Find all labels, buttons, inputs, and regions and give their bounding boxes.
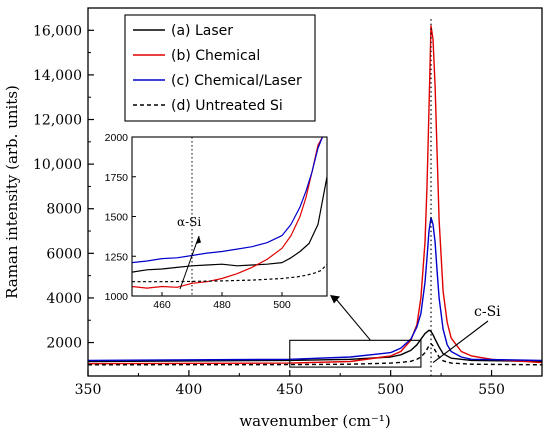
inset-series-line-c-chemical-laser	[132, 137, 324, 264]
alpha-si-arrowhead	[195, 236, 201, 244]
c-si-arrow-line	[432, 320, 489, 364]
series-line-b-chemical	[88, 25, 542, 365]
main-plot-annotations: c-Si	[289, 19, 501, 376]
y-tick-label: 12,000	[33, 113, 82, 129]
series-line-c-chemical-laser	[88, 216, 542, 362]
y-tick-label: 16,000	[33, 23, 82, 39]
x-tick-label: 500	[377, 382, 404, 398]
inset-plot: 460 480 500 1000 1250 1500 1750 2000 α-Si	[105, 132, 328, 311]
legend-label-c-chemical-laser: (c) Chemical/Laser	[171, 73, 302, 89]
x-tick-label: 550	[478, 382, 505, 398]
main-axis-ticks: 350 400 450 500 550 2000 4000 6000 8000 10,000 12,…	[33, 23, 505, 398]
main-plot-frame	[87, 7, 543, 377]
inset-y-tick-label: 2000	[105, 132, 129, 144]
y-tick-label: 6000	[46, 246, 82, 262]
c-si-annotation: c-Si	[474, 304, 501, 320]
y-tick-label: 4000	[46, 291, 82, 307]
y-tick-label: 10,000	[33, 157, 82, 173]
inset-x-tick-label: 460	[153, 299, 171, 311]
inset-series-line-d-untreated-si	[132, 263, 327, 283]
legend-label-b-chemical: (b) Chemical	[171, 48, 260, 64]
inset-y-tick-label: 1500	[105, 212, 129, 224]
legend: (a) Laser (b) Chemical (c) Chemical/Laser (…	[124, 14, 316, 122]
zoom-region-box	[289, 339, 422, 368]
inset-y-tick-label: 1250	[105, 251, 129, 263]
inset-y-tick-label: 1750	[105, 172, 129, 184]
inset-series	[132, 137, 327, 296]
series-line-d-untreated-si	[88, 343, 542, 366]
zoom-callout-arrowhead	[330, 295, 340, 304]
zoom-callout-arrow-line	[335, 298, 371, 341]
y-tick-label: 8000	[46, 202, 82, 218]
legend-label-a-laser: (a) Laser	[171, 23, 233, 39]
alpha-si-annotation: α-Si	[177, 215, 201, 229]
inset-series-line-a-laser	[132, 176, 327, 273]
alpha-si-arrow-line	[179, 235, 200, 290]
x-tick-label: 350	[75, 382, 102, 398]
x-tick-label: 400	[176, 382, 203, 398]
inset-y-tick-label: 1000	[105, 291, 129, 303]
legend-label-d-untreated-si: (d) Untreated Si	[171, 98, 283, 114]
inset-x-tick-label: 480	[213, 299, 231, 311]
inset-x-tick-label: 500	[273, 299, 291, 311]
x-axis-title: wavenumber (cm⁻¹)	[239, 412, 390, 430]
y-tick-label: 2000	[46, 336, 82, 352]
y-tick-label: 14,000	[33, 68, 82, 84]
inset-series-line-b-chemical	[132, 137, 324, 289]
y-axis-title: Raman intensity (arb. units)	[3, 85, 21, 299]
inset-background	[132, 137, 327, 296]
x-tick-label: 450	[276, 382, 303, 398]
legend-box	[124, 14, 316, 122]
